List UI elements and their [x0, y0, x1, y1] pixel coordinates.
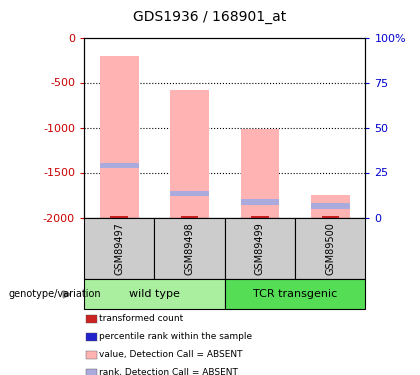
Text: rank, Detection Call = ABSENT: rank, Detection Call = ABSENT [99, 368, 238, 375]
Text: genotype/variation: genotype/variation [8, 290, 101, 299]
Text: GDS1936 / 168901_at: GDS1936 / 168901_at [134, 10, 286, 24]
Bar [110, 216, 128, 217]
Text: wild type: wild type [129, 290, 180, 299]
Text: value, Detection Call = ABSENT: value, Detection Call = ABSENT [99, 350, 242, 359]
Bar [170, 190, 209, 196]
Bar [251, 216, 268, 217]
Bar [181, 216, 198, 217]
Text: GSM89500: GSM89500 [325, 222, 335, 275]
Bar [311, 203, 349, 208]
Bar [100, 56, 139, 217]
Bar [311, 195, 349, 217]
Text: percentile rank within the sample: percentile rank within the sample [99, 332, 252, 341]
Bar [170, 90, 209, 218]
Text: transformed count: transformed count [99, 314, 183, 323]
Text: GSM89497: GSM89497 [114, 222, 124, 275]
Bar [241, 199, 279, 205]
Bar [100, 163, 139, 168]
Bar [241, 129, 279, 218]
Text: TCR transgenic: TCR transgenic [253, 290, 337, 299]
Bar [322, 216, 339, 217]
Text: GSM89499: GSM89499 [255, 222, 265, 275]
Text: GSM89498: GSM89498 [184, 222, 194, 275]
